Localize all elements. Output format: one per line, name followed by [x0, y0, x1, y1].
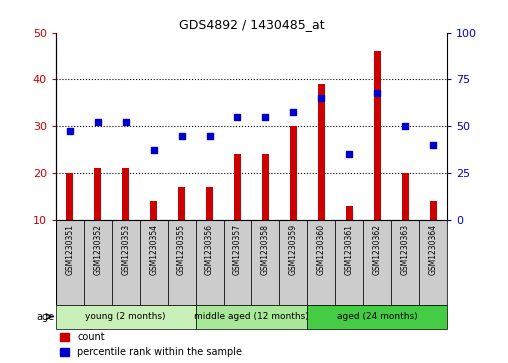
Bar [402, 173, 408, 220]
Point [93, 119, 102, 125]
Bar [391, 220, 419, 305]
Bar [318, 84, 325, 220]
Point [261, 114, 269, 120]
Text: GSM1230359: GSM1230359 [289, 224, 298, 275]
Bar [206, 187, 213, 220]
Bar [84, 220, 112, 305]
Text: GSM1230356: GSM1230356 [205, 224, 214, 275]
Bar [178, 187, 185, 220]
Bar [234, 154, 241, 220]
Point [401, 123, 409, 129]
Text: GSM1230364: GSM1230364 [429, 224, 437, 275]
Point [234, 114, 242, 120]
Bar [290, 126, 297, 220]
Title: GDS4892 / 1430485_at: GDS4892 / 1430485_at [179, 19, 324, 32]
Point [317, 95, 325, 101]
Text: GSM1230353: GSM1230353 [121, 224, 130, 275]
Point [122, 119, 130, 125]
Point [345, 151, 354, 157]
Text: GSM1230361: GSM1230361 [345, 224, 354, 275]
Bar [363, 220, 391, 305]
Point [178, 132, 186, 138]
Bar [56, 220, 84, 305]
Bar [262, 154, 269, 220]
Bar [140, 220, 168, 305]
Bar [56, 305, 196, 329]
Legend: count, percentile rank within the sample: count, percentile rank within the sample [56, 329, 246, 361]
Point [150, 147, 158, 152]
Text: GSM1230360: GSM1230360 [317, 224, 326, 275]
Point [290, 109, 298, 115]
Point [205, 132, 214, 138]
Text: young (2 months): young (2 months) [85, 312, 166, 321]
Bar [279, 220, 307, 305]
Text: age: age [37, 311, 54, 322]
Bar [419, 220, 447, 305]
Text: aged (24 months): aged (24 months) [337, 312, 418, 321]
Bar [150, 201, 157, 220]
Bar [346, 206, 353, 220]
Text: GSM1230357: GSM1230357 [233, 224, 242, 275]
Bar [374, 52, 380, 220]
Point [373, 90, 381, 96]
Text: GSM1230355: GSM1230355 [177, 224, 186, 275]
Bar [430, 201, 436, 220]
Bar [251, 220, 279, 305]
Point [66, 128, 74, 134]
Text: GSM1230351: GSM1230351 [66, 224, 74, 275]
Bar [94, 168, 101, 220]
Bar [112, 220, 140, 305]
Bar [335, 220, 363, 305]
Bar [67, 173, 73, 220]
Bar [122, 168, 129, 220]
Text: GSM1230362: GSM1230362 [373, 224, 382, 275]
Point [429, 142, 437, 148]
Text: GSM1230358: GSM1230358 [261, 224, 270, 275]
Bar [307, 220, 335, 305]
Text: GSM1230352: GSM1230352 [93, 224, 102, 275]
Bar [307, 305, 447, 329]
Text: GSM1230363: GSM1230363 [401, 224, 409, 275]
Bar [196, 220, 224, 305]
Bar [224, 220, 251, 305]
Text: GSM1230354: GSM1230354 [149, 224, 158, 275]
Bar [196, 305, 307, 329]
Bar [168, 220, 196, 305]
Text: middle aged (12 months): middle aged (12 months) [194, 312, 309, 321]
